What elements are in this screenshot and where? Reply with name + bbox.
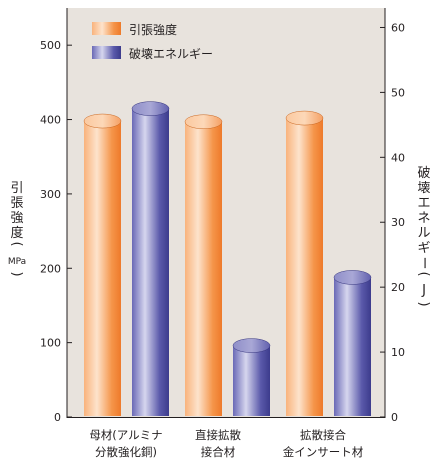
category-label: 母材(アルミナ [89,428,162,442]
bar-body [286,118,323,417]
bar-fracture-energy [232,338,271,416]
right-tick-label: 50 [391,86,405,99]
right-tick-label: 0 [391,411,398,424]
legend-label-tensile-strength: 引張強度 [129,22,177,37]
right-axis-paren-close: ) [416,301,431,306]
bar-top [285,110,324,126]
left-axis-title-char: 強 [10,211,23,226]
left-tick-label: 500 [40,39,61,52]
left-axis-paren-open: ( [9,241,24,246]
legend-swatch-fracture-energy [92,46,121,59]
bar-body [233,345,270,416]
bar-tensile-strength [285,110,324,417]
right-axis-unit: J [421,283,426,298]
right-axis-title-char: ネ [417,211,430,226]
left-axis-ticks: 0 100 200 300 400 500 [40,39,72,424]
category-label: 金インサート材 [283,445,364,459]
category-label: 分散強化銅) [95,445,157,459]
bar-body [185,121,222,416]
bar-fracture-energy [131,101,170,416]
bar-body [84,121,121,417]
left-axis-title: 引張強度 ( MPa) [8,181,26,277]
bar-fracture-energy [333,270,372,416]
bar-top [232,338,271,353]
left-axis-paren-close: ) [9,271,24,276]
category-label: 拡散接合 [300,428,346,442]
left-tick-label: 400 [40,114,61,127]
left-axis-unit: MPa [8,257,26,267]
legend-swatch-tensile-strength [92,22,121,35]
left-tick-label: 0 [54,411,61,424]
right-tick-label: 20 [391,281,405,294]
category-label: 接合材 [201,445,236,459]
left-tick-label: 100 [40,337,61,350]
left-axis-title-char: 度 [10,225,23,241]
right-tick-label: 10 [391,346,405,359]
bar-top [184,114,223,130]
right-tick-label: 30 [391,216,405,229]
right-axis-title-char: ギ [417,241,430,256]
right-tick-label: 60 [391,21,405,34]
legend-label-fracture-energy: 破壊エネルギー [129,46,213,61]
right-axis-ticks: 0 10 20 30 40 50 60 [380,21,405,424]
right-axis-title-char: ー [416,256,431,269]
bar-body [132,108,169,416]
left-tick-label: 200 [40,262,61,275]
legend: 引張強度 破壊エネルギー [92,22,213,61]
bar-tensile-strength [83,113,122,417]
right-axis-paren-open: ( [416,271,431,276]
right-axis-title-char: 破 [417,166,430,181]
bar-top [333,270,372,285]
bar-top [83,113,122,129]
right-tick-label: 40 [391,151,405,164]
left-axis-title-char: 張 [10,196,23,211]
right-axis-title-char: 壊 [417,181,430,196]
right-axis-title-char: エ [417,196,430,211]
bar-body [334,277,371,416]
right-axis-title-char: ル [417,226,430,241]
right-axis-title: 破壊エネルギー ( J) [416,166,431,307]
left-axis-title-char: 引 [10,181,23,196]
category-label: 直接拡散 [195,428,241,442]
bar-top [131,101,170,116]
bar-tensile-strength [184,114,223,416]
left-tick-label: 300 [40,188,61,201]
bar-series [83,101,372,417]
